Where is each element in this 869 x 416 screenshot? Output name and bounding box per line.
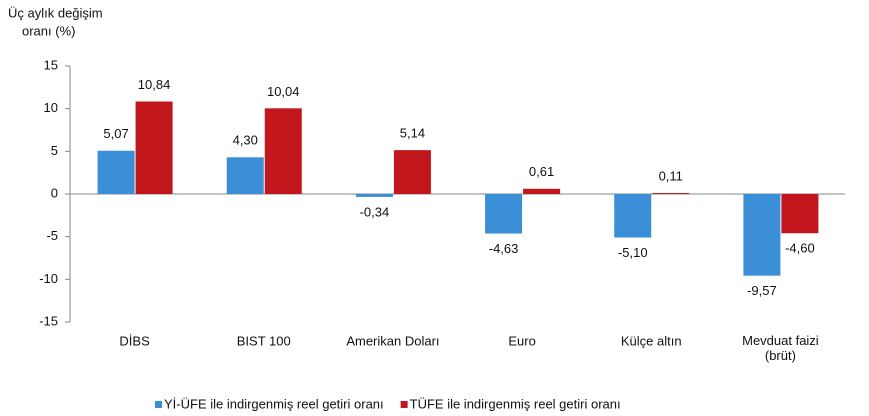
y-tick-label: -15 [39,313,58,328]
x-tick-label: Mevduat faizi (brüt) [742,333,819,363]
y-axis-label: Üç aylık değişim [8,5,103,20]
bar [226,157,264,194]
x-tick-label: DİBS [119,333,150,348]
bar [743,194,781,276]
bar [355,194,393,197]
bar [523,188,561,194]
data-label: 5,07 [103,126,128,141]
bar [614,194,652,238]
bar [393,150,431,194]
bar [97,150,135,194]
y-tick-label: 5 [51,143,58,158]
data-label: 0,11 [659,168,683,183]
data-label: 10,84 [138,77,171,92]
legend-label: TÜFE ile indirgenmiş reel getiri oranı [410,396,621,411]
legend-label: Yİ-ÜFE ile indirgenmiş reel getiri oranı [164,396,384,411]
data-label: -5,10 [618,245,648,260]
y-tick-label: 10 [44,100,58,115]
data-label: 10,04 [267,84,300,99]
y-tick-label: 0 [51,185,58,200]
data-label: 4,30 [233,133,258,148]
x-tick-label: Külçe altın [621,333,682,348]
y-tick-label: -10 [39,271,58,286]
data-label: -4,60 [785,241,815,256]
data-label: 5,14 [400,126,425,141]
data-label: -9,57 [747,283,777,298]
bar [135,101,173,194]
legend-swatch [155,401,162,408]
x-tick-label: Amerikan Doları [346,333,439,348]
x-tick-label: Euro [508,333,535,348]
legend-swatch [400,401,408,408]
bar [485,194,523,234]
data-label: -4,63 [489,241,519,256]
data-label: -0,34 [360,204,390,219]
y-tick-label: -5 [46,228,58,243]
y-tick-label: 15 [44,57,58,72]
x-tick-label: BIST 100 [237,333,291,348]
data-label: 0,61 [529,164,554,179]
y-axis-label: oranı (%) [22,23,75,38]
bar [652,193,690,194]
bar [264,108,302,194]
bar [781,194,819,234]
